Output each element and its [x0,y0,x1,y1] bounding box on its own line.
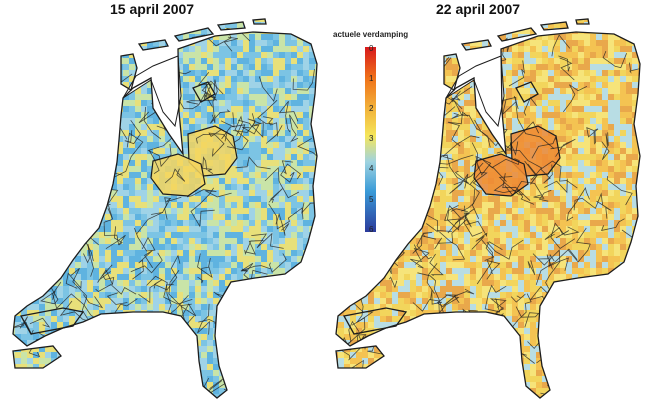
legend: actuele verdamping 0 1 2 3 4 5 6 [333,30,433,250]
legend-tick: 6 [369,225,374,234]
netherlands-map-left [12,18,318,399]
legend-tick: 5 [369,195,374,204]
country-outline [12,18,318,399]
country-outline [335,18,641,399]
legend-tick: 0 [369,44,374,53]
legend-tick: 4 [369,164,374,173]
map-title-left: 15 april 2007 [110,1,195,17]
legend-tick: 3 [369,134,374,143]
legend-tick: 1 [369,74,374,83]
legend-color-bar [365,47,376,232]
legend-tick: 2 [369,104,374,113]
lakes [122,55,238,197]
netherlands-map-right [335,18,641,399]
map-title-right: 22 april 2007 [436,1,521,17]
legend-title: actuele verdamping [333,30,409,39]
